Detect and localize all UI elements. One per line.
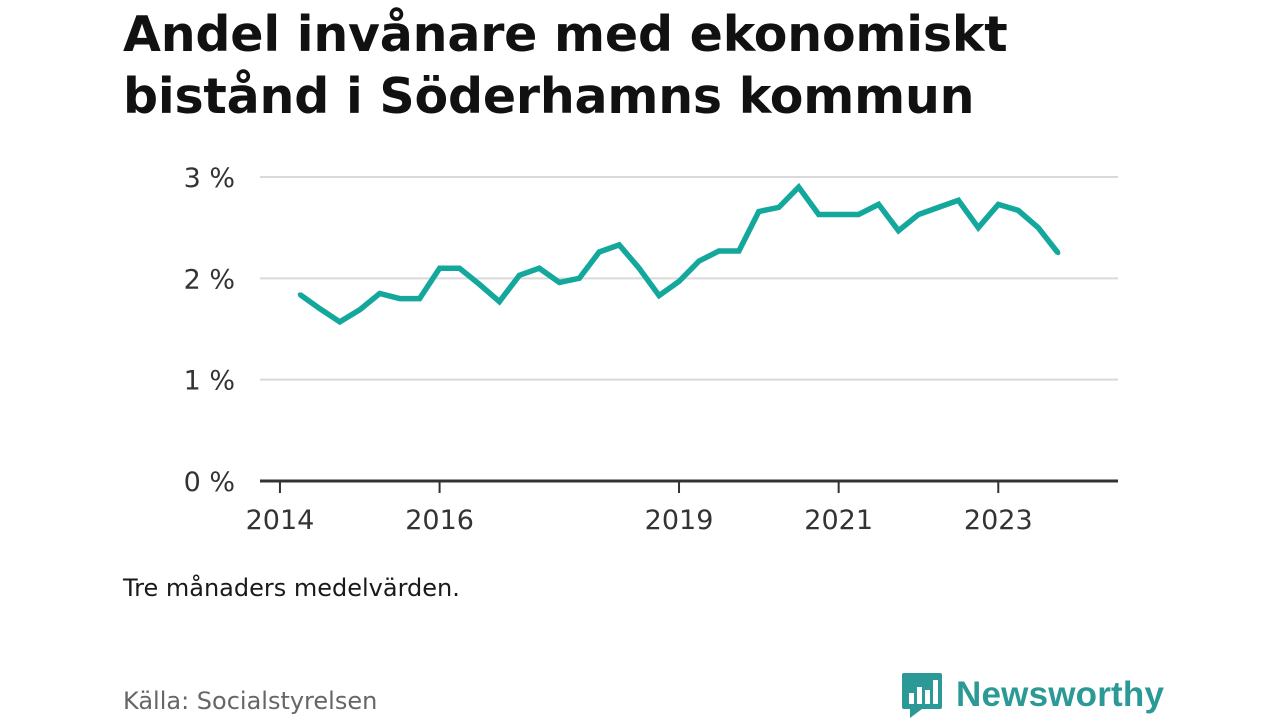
data-point xyxy=(736,248,742,254)
data-point xyxy=(936,205,941,210)
chart-note: Tre månaders medelvärden. xyxy=(123,574,460,602)
x-tick-label: 2014 xyxy=(246,505,315,536)
data-point xyxy=(836,212,841,217)
line-chart: 0 % 1 % 2 % 3 % 2014 2016 2019 2021 2023 xyxy=(184,163,1118,536)
data-point xyxy=(816,212,821,217)
data-point xyxy=(636,266,642,271)
data-point xyxy=(537,266,542,271)
data-point xyxy=(497,299,502,304)
x-tick-label: 2021 xyxy=(804,505,873,536)
data-point xyxy=(1035,225,1041,230)
data-point xyxy=(457,266,462,271)
y-axis-ticks: 0 % 1 % 2 % 3 % xyxy=(184,163,235,498)
data-point xyxy=(357,307,362,312)
data-point xyxy=(597,249,602,255)
brand[interactable]: Newsworthy xyxy=(900,670,1164,720)
data-point xyxy=(996,202,1001,207)
data-point xyxy=(716,248,722,254)
source-credit: Källa: Socialstyrelsen xyxy=(123,687,378,715)
data-point xyxy=(956,198,961,203)
newsworthy-logo-icon xyxy=(902,673,942,718)
data-point xyxy=(577,276,582,281)
y-tick-label: 0 % xyxy=(184,467,235,498)
data-point xyxy=(1055,250,1061,256)
data-point xyxy=(517,273,522,278)
data-point xyxy=(876,202,881,207)
data-point xyxy=(317,306,323,311)
data-point xyxy=(756,209,762,214)
data-point xyxy=(976,225,981,230)
data-point xyxy=(377,291,382,296)
data-point xyxy=(616,242,622,248)
x-tick-label: 2023 xyxy=(964,505,1033,536)
data-point xyxy=(417,296,422,301)
y-tick-label: 1 % xyxy=(184,366,235,397)
data-point xyxy=(696,258,702,264)
data-point xyxy=(337,319,343,325)
data-point xyxy=(796,184,801,190)
data-point xyxy=(477,282,482,287)
data-point xyxy=(437,266,442,271)
x-axis-ticks: 2014 2016 2019 2021 2023 xyxy=(246,481,1033,536)
series-layer xyxy=(297,182,1061,326)
x-tick-label: 2019 xyxy=(645,505,714,536)
data-point xyxy=(896,228,901,233)
series-line xyxy=(298,182,1061,326)
brand-name: Newsworthy xyxy=(956,675,1165,714)
data-point xyxy=(557,280,562,285)
data-point xyxy=(397,296,402,301)
data-point xyxy=(916,212,921,217)
data-point xyxy=(856,212,861,217)
chart-title: Andel invånare med ekonomiskt bistånd i … xyxy=(123,6,1008,125)
gridlines xyxy=(260,176,1118,381)
data-point xyxy=(676,279,682,284)
y-tick-label: 2 % xyxy=(184,264,235,295)
data-point xyxy=(656,293,662,298)
data-point xyxy=(297,292,303,297)
data-point xyxy=(776,205,781,210)
x-tick-label: 2016 xyxy=(405,505,474,536)
y-tick-label: 3 % xyxy=(184,163,235,194)
data-point xyxy=(1016,208,1021,213)
